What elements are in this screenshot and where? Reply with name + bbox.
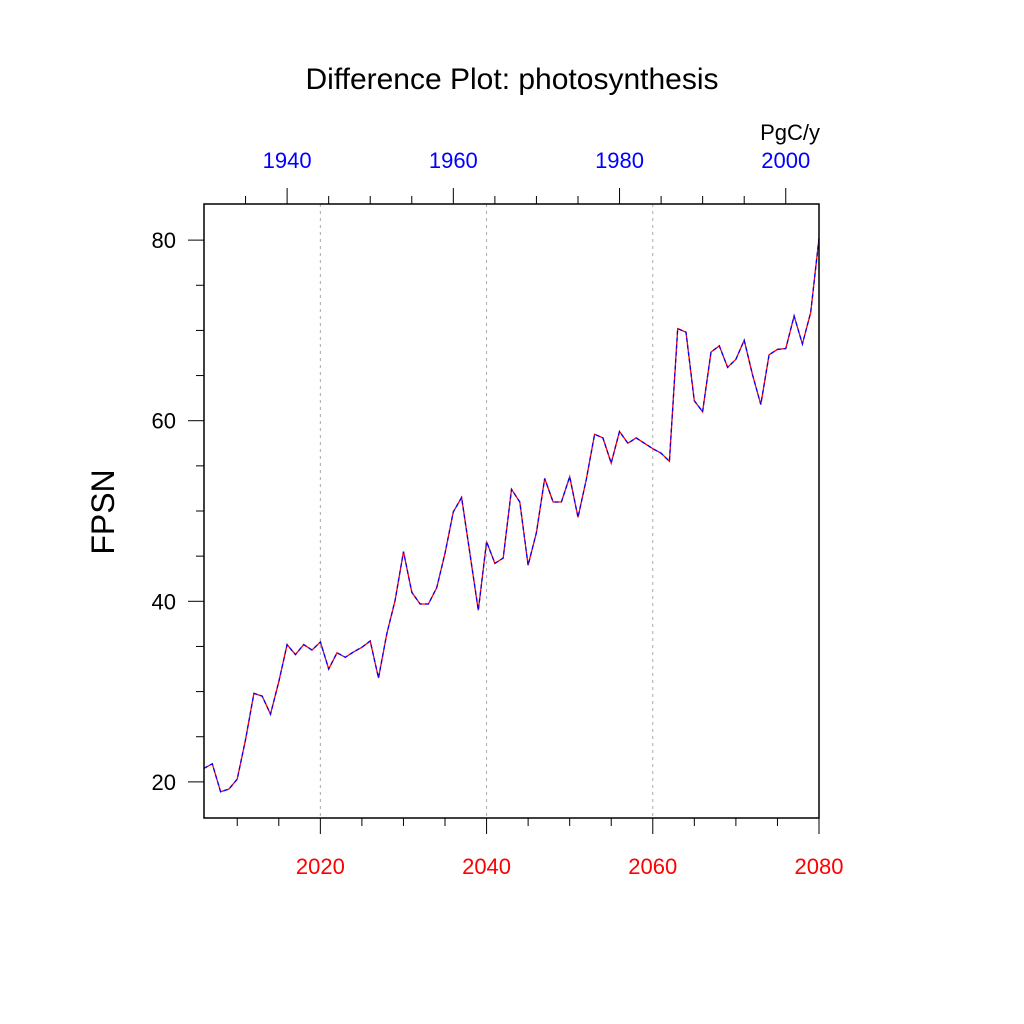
series-lines — [203, 238, 820, 793]
y-tick-label-80: 80 — [152, 228, 176, 253]
series-line-blue-0 — [203, 238, 820, 793]
bottom-tick-label-2060: 2060 — [628, 854, 677, 879]
y-tick-label-20: 20 — [152, 770, 176, 795]
plot-frame — [203, 203, 820, 819]
grid-lines — [319, 204, 654, 818]
top-tick-label-1940: 1940 — [263, 148, 312, 173]
y-tick-label-60: 60 — [152, 409, 176, 434]
chart-title: Difference Plot: photosynthesis — [305, 63, 718, 96]
bottom-tick-label-2040: 2040 — [462, 854, 511, 879]
top-tick-label-1960: 1960 — [429, 148, 478, 173]
bottom-tick-label-2080: 2080 — [795, 854, 844, 879]
top-tick-label-2000: 2000 — [761, 148, 810, 173]
y-axis-label: FPSN — [85, 469, 121, 554]
units-label: PgC/y — [760, 120, 820, 145]
y-tick-label-40: 40 — [152, 589, 176, 614]
top-tick-label-1980: 1980 — [595, 148, 644, 173]
bottom-tick-label-2020: 2020 — [296, 854, 345, 879]
series-line-red-0 — [203, 238, 820, 793]
axis-ticks — [188, 188, 820, 834]
